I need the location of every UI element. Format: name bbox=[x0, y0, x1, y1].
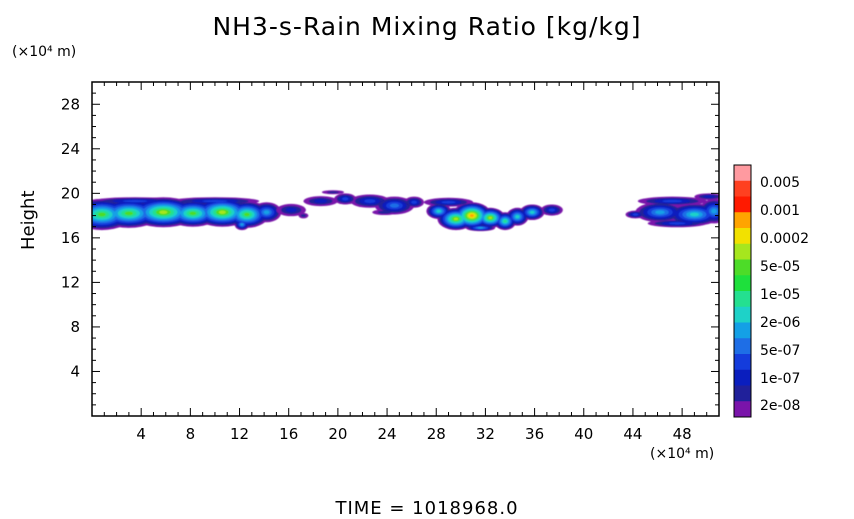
x-tick-label: 28 bbox=[427, 425, 446, 443]
contour-fill bbox=[689, 212, 699, 217]
contour-fill bbox=[436, 209, 441, 213]
y-tick-label: 16 bbox=[61, 229, 80, 247]
colorbar-swatch bbox=[734, 401, 751, 418]
y-tick-label: 24 bbox=[61, 140, 80, 158]
colorbar-swatch bbox=[734, 259, 751, 276]
contour-fill bbox=[711, 208, 717, 214]
contour-fill bbox=[202, 200, 228, 203]
contour-fill bbox=[285, 207, 297, 213]
contour-fill bbox=[240, 223, 244, 226]
colorbar-label: 5e-05 bbox=[760, 259, 800, 275]
contour-fill bbox=[377, 210, 392, 214]
colorbar-swatch bbox=[734, 243, 751, 260]
x-tick-label: 4 bbox=[136, 425, 146, 443]
contour-fill bbox=[300, 214, 307, 218]
time-label: TIME = 1018968.0 bbox=[335, 498, 519, 519]
colorbar-label: 0.001 bbox=[760, 203, 800, 219]
cloud-band-left bbox=[92, 197, 282, 231]
contour-fill bbox=[218, 210, 226, 214]
contour-fill bbox=[244, 212, 250, 217]
cloud-band-middle-thin bbox=[276, 190, 424, 219]
contour-fill bbox=[189, 211, 197, 216]
y-axis-unit: (×10⁴ m) bbox=[12, 44, 77, 60]
contour-fill bbox=[488, 216, 493, 220]
contour-fill bbox=[530, 210, 535, 214]
colorbar-swatch bbox=[734, 180, 751, 197]
colorbar-swatch bbox=[734, 196, 751, 213]
x-tick-label: 48 bbox=[673, 425, 692, 443]
contour-fill bbox=[364, 199, 376, 204]
y-tick-label: 28 bbox=[61, 95, 80, 113]
chart-title: NH3-s-Rain Mixing Ratio [kg/kg] bbox=[212, 12, 642, 41]
colorbar-label: 2e-08 bbox=[760, 398, 800, 414]
contour-fill bbox=[655, 210, 665, 215]
contour-fill bbox=[668, 222, 686, 225]
colorbar-label: 5e-07 bbox=[760, 343, 800, 359]
contour-fill bbox=[477, 227, 484, 229]
colorbar-swatch bbox=[734, 306, 751, 323]
colorbar-label: 0.0002 bbox=[760, 231, 809, 247]
x-tick-label: 40 bbox=[574, 425, 593, 443]
colorbar-label: 0.005 bbox=[760, 175, 800, 191]
colorbar-frame bbox=[733, 164, 752, 418]
contour-fill bbox=[342, 197, 349, 201]
colorbar-swatch bbox=[734, 165, 751, 182]
x-tick-label: 32 bbox=[476, 425, 495, 443]
colorbar-swatch bbox=[734, 354, 751, 371]
x-tick-label: 12 bbox=[230, 425, 249, 443]
y-tick-label: 12 bbox=[61, 273, 80, 291]
x-tick-label: 8 bbox=[186, 425, 196, 443]
x-tick-label: 36 bbox=[525, 425, 544, 443]
contour-fill bbox=[632, 213, 639, 216]
y-tick-label: 8 bbox=[70, 318, 80, 336]
contour-fill bbox=[703, 195, 715, 198]
colorbar-label: 1e-07 bbox=[760, 371, 800, 387]
contour-fill bbox=[124, 211, 134, 216]
contour-fill bbox=[515, 215, 520, 219]
colorbar-swatch bbox=[734, 338, 751, 355]
contour-fill bbox=[314, 199, 328, 204]
colorbar-swatch bbox=[734, 385, 751, 402]
contour-fill bbox=[122, 200, 148, 203]
colorbar-swatch bbox=[734, 322, 751, 339]
colorbar-swatch bbox=[734, 228, 751, 245]
x-tick-label: 24 bbox=[378, 425, 397, 443]
colorbar-swatch bbox=[734, 212, 751, 229]
contour-fill bbox=[389, 203, 399, 208]
x-tick-label: 16 bbox=[279, 425, 298, 443]
y-tick-label: 4 bbox=[70, 362, 80, 380]
x-tick-label: 20 bbox=[328, 425, 347, 443]
colorbar: 0.005 0.001 0.0002 5e-05 1e-05 2e-06 5e-07 1e-0… bbox=[733, 164, 809, 418]
heatmap-field bbox=[92, 190, 719, 232]
contour-fill bbox=[503, 219, 507, 223]
heatmap-cells bbox=[92, 190, 719, 232]
x-axis-unit: (×10⁴ m) bbox=[650, 446, 715, 462]
colorbar-swatch bbox=[734, 275, 751, 292]
contour-fill bbox=[97, 212, 106, 217]
colorbar-label: 2e-06 bbox=[760, 315, 800, 331]
contour-fill bbox=[263, 210, 270, 215]
contour-fill bbox=[469, 214, 474, 217]
contour-fill bbox=[411, 200, 417, 204]
contour-fill bbox=[441, 200, 456, 204]
colorbar-swatch bbox=[734, 291, 751, 308]
cloud-band-right bbox=[625, 193, 719, 228]
plot-frame bbox=[91, 81, 720, 417]
contour-fill bbox=[326, 191, 339, 194]
contour-fill bbox=[159, 210, 168, 215]
contour-fill bbox=[662, 199, 683, 203]
contour-fill bbox=[453, 217, 459, 221]
cloud-band-center bbox=[423, 197, 563, 232]
colorbar-swatch bbox=[734, 369, 751, 386]
contour-fill bbox=[548, 208, 555, 212]
x-tick-label: 44 bbox=[623, 425, 642, 443]
colorbar-label: 1e-05 bbox=[760, 287, 800, 303]
y-tick-label: 20 bbox=[61, 184, 80, 202]
